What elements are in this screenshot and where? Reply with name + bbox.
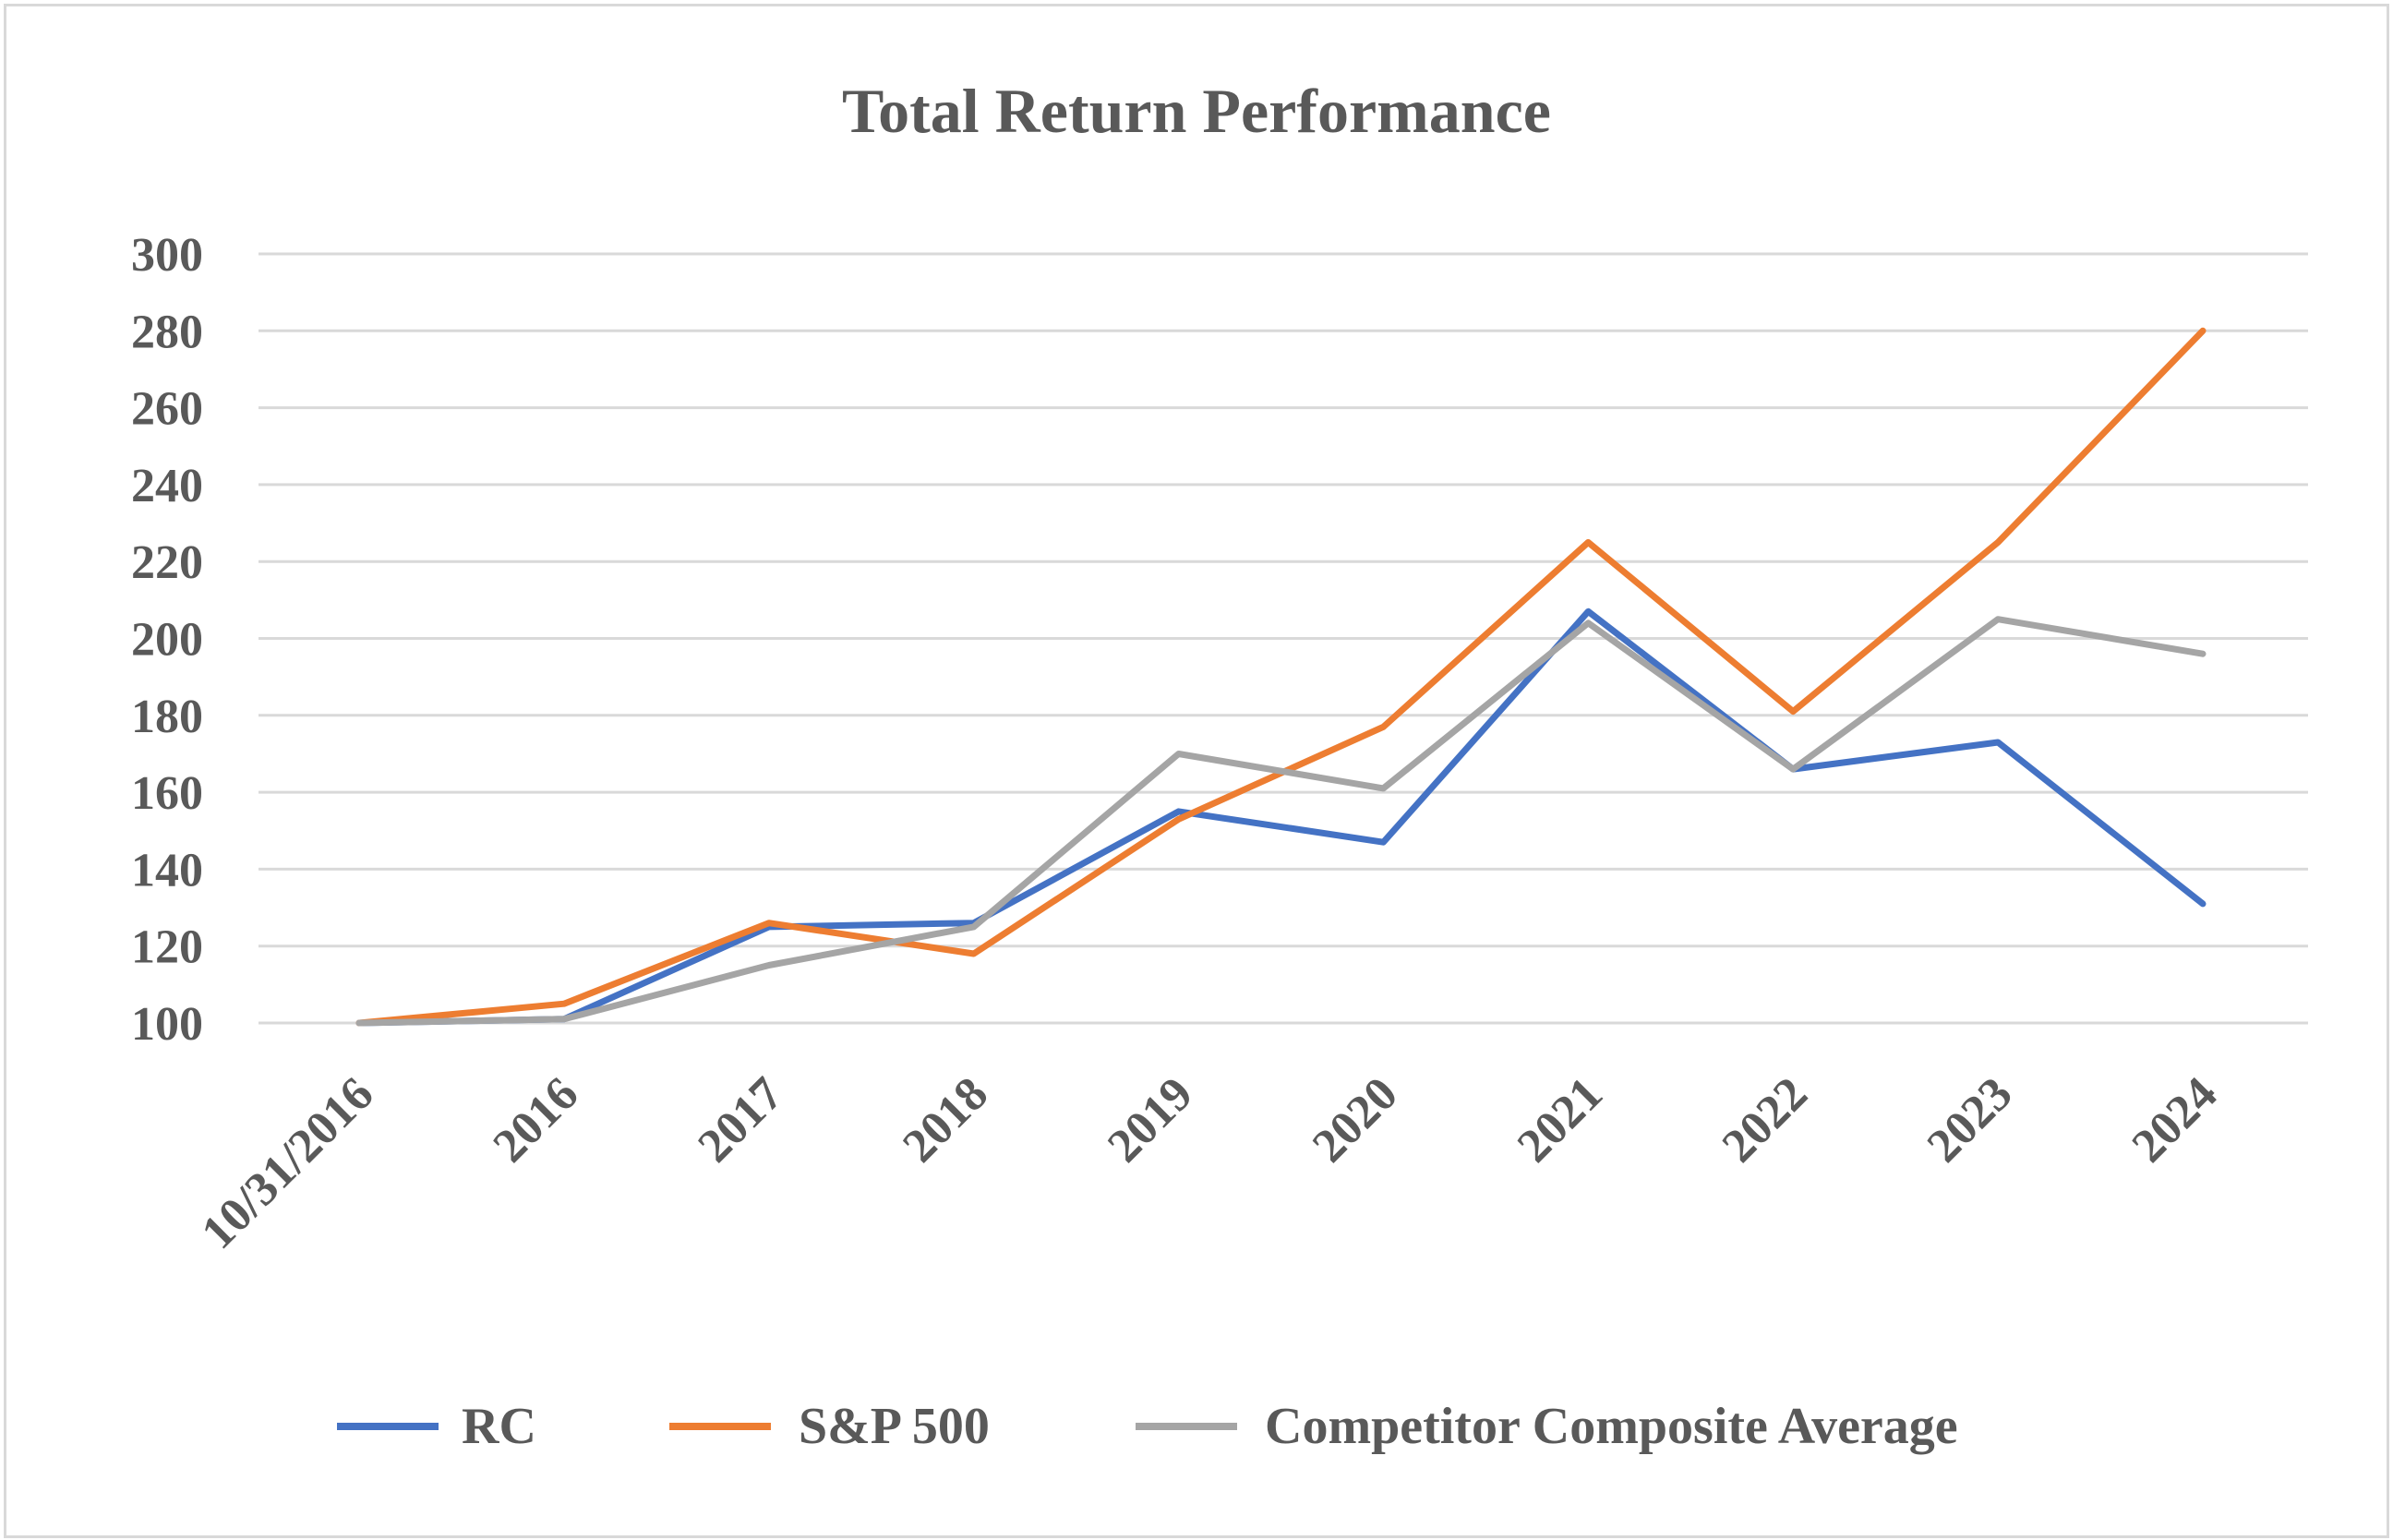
x-axis-ticks: 10/31/2016 2016 2017 2018 2019 2020 2021 2022 20… — [192, 1067, 2228, 1259]
series-lines — [355, 327, 2207, 1027]
x-tick-label: 2016 — [484, 1067, 589, 1173]
y-tick-label: 260 — [131, 383, 203, 436]
x-tick-label: 2020 — [1303, 1067, 1408, 1173]
y-tick-label: 100 — [131, 998, 203, 1051]
x-tick-label: 10/31/2016 — [192, 1067, 384, 1259]
y-tick-label: 240 — [131, 460, 203, 512]
y-tick-label: 300 — [131, 229, 203, 282]
legend-label: S&P 500 — [799, 1398, 990, 1455]
x-tick-label: 2023 — [1918, 1067, 2023, 1173]
x-tick-label: 2018 — [893, 1067, 998, 1173]
series-line-2 — [355, 616, 2207, 1027]
legend-label: RC — [462, 1398, 536, 1455]
legend-label: Competitor Composite Average — [1265, 1398, 1958, 1455]
x-tick-label: 2017 — [688, 1067, 793, 1173]
x-tick-label: 2019 — [1098, 1067, 1203, 1173]
x-tick-label: 2021 — [1508, 1067, 1613, 1173]
chart-title: Total Return Performance — [842, 76, 1551, 146]
y-tick-label: 220 — [131, 536, 203, 589]
y-tick-label: 120 — [131, 921, 203, 974]
y-tick-label: 180 — [131, 691, 203, 743]
y-tick-label: 200 — [131, 614, 203, 667]
gridlines — [259, 252, 2308, 1025]
series-line-0 — [355, 608, 2207, 1027]
y-tick-label: 160 — [131, 767, 203, 820]
series-line-1 — [355, 327, 2207, 1027]
y-tick-label: 280 — [131, 306, 203, 358]
x-tick-label: 2024 — [2122, 1067, 2228, 1173]
y-axis-ticks: 100 120 140 160 180 200 220 240 260 280 300 — [131, 229, 203, 1051]
x-tick-label: 2022 — [1713, 1067, 1818, 1173]
legend: RC S&P 500 Competitor Composite Average — [337, 1398, 1958, 1455]
y-tick-label: 140 — [131, 844, 203, 896]
chart-frame — [4, 4, 2389, 1538]
